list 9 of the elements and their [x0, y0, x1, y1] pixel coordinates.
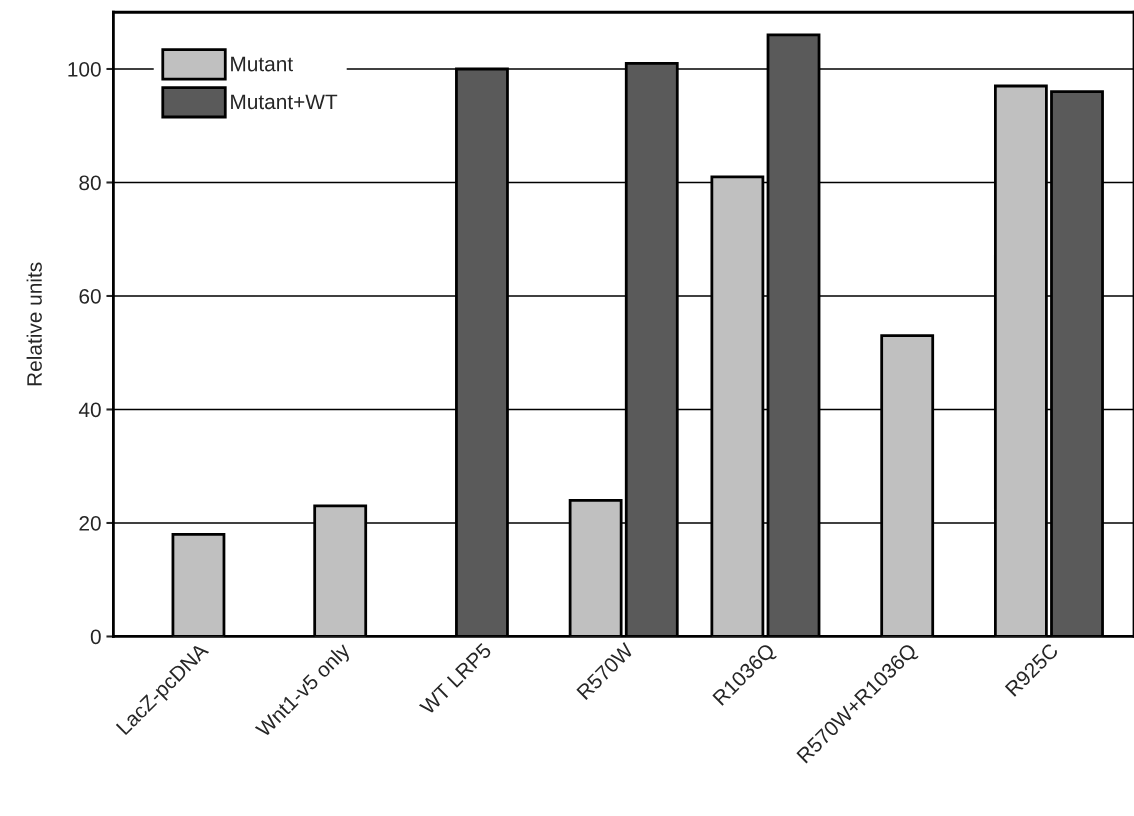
legend-label: Mutant: [231, 56, 293, 72]
y-tick-label: 40: [78, 402, 101, 418]
legend-label: Mutant+WT: [231, 94, 338, 110]
y-tick-label: 0: [90, 629, 101, 645]
y-axis-title: Relative units: [26, 262, 42, 386]
y-tick-label: 80: [79, 175, 101, 191]
y-tick-label: 60: [79, 288, 101, 304]
y-tick-label: 100: [68, 61, 101, 77]
y-tick-label: 20: [79, 515, 101, 531]
